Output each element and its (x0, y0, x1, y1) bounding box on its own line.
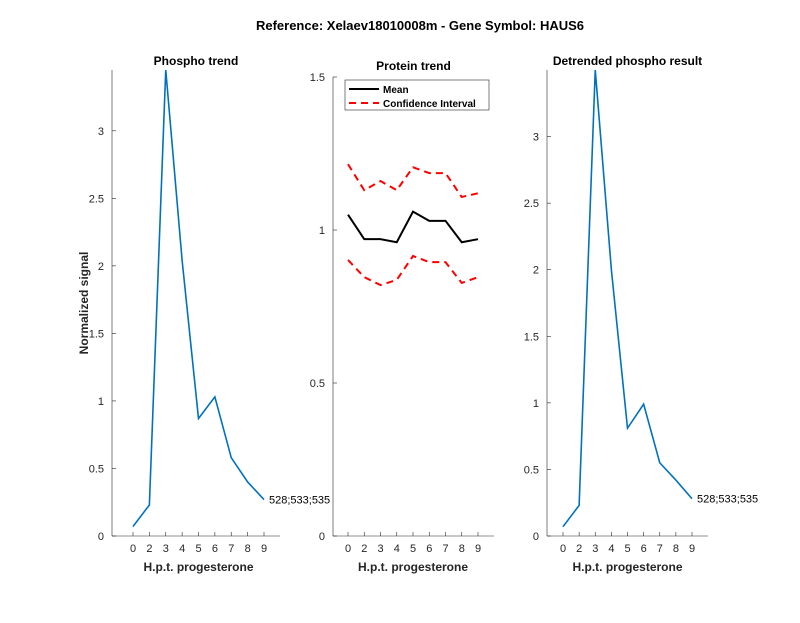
x-tick-label: 9 (689, 543, 695, 555)
series-annotation: 528;533;535 (269, 495, 330, 507)
x-axis-label: H.p.t. progesterone (143, 560, 253, 574)
series-line-1 (133, 70, 264, 527)
y-tick-label: 2.5 (89, 193, 104, 205)
y-tick-label: 0.5 (310, 378, 325, 390)
panel-title: Phospho trend (154, 54, 239, 68)
x-tick-label: 4 (394, 543, 400, 555)
y-tick-label: 0 (98, 531, 104, 543)
x-tick-label: 6 (641, 543, 647, 555)
x-tick-label: 3 (592, 543, 598, 555)
y-tick-label: 2 (533, 265, 539, 277)
x-tick-label: 0 (130, 543, 136, 555)
series-line-2 (348, 164, 478, 197)
x-tick-label: 2 (361, 543, 367, 555)
x-axis-label: H.p.t. progesterone (358, 560, 468, 574)
x-tick-label: 8 (673, 543, 679, 555)
y-tick-label: 1.5 (310, 72, 325, 84)
series-line-1 (563, 70, 692, 527)
x-tick-label: 3 (377, 543, 383, 555)
legend-entry: Confidence Interval (383, 99, 476, 110)
x-tick-label: 7 (442, 543, 448, 555)
x-tick-label: 4 (608, 543, 614, 555)
x-tick-label: 5 (195, 543, 201, 555)
y-tick-label: 1 (319, 225, 325, 237)
x-tick-label: 5 (624, 543, 630, 555)
x-tick-label: 9 (261, 543, 267, 555)
x-tick-label: 3 (163, 543, 169, 555)
y-tick-label: 1.5 (524, 331, 539, 343)
x-tick-label: 8 (245, 543, 251, 555)
y-tick-label: 1 (98, 396, 104, 408)
x-tick-label: 0 (345, 543, 351, 555)
y-tick-label: 3 (98, 126, 104, 138)
x-axis-label: H.p.t. progesterone (572, 560, 682, 574)
figure-title: Reference: Xelaev18010008m - Gene Symbol… (256, 18, 584, 33)
y-tick-label: 3 (533, 132, 539, 144)
panel-title: Protein trend (376, 59, 451, 73)
x-tick-label: 6 (426, 543, 432, 555)
series-line-3 (348, 256, 478, 285)
x-tick-label: 7 (228, 543, 234, 555)
x-tick-label: 4 (179, 543, 185, 555)
x-tick-label: 8 (459, 543, 465, 555)
y-tick-label: 1 (533, 398, 539, 410)
legend-entry: Mean (383, 85, 409, 96)
x-tick-label: 6 (212, 543, 218, 555)
series-line-1 (348, 212, 478, 243)
panel-title: Detrended phospho result (553, 54, 702, 68)
x-tick-label: 9 (475, 543, 481, 555)
y-tick-label: 2.5 (524, 198, 539, 210)
y-tick-label: 0.5 (89, 463, 104, 475)
y-tick-label: 0 (319, 531, 325, 543)
y-tick-label: 2 (98, 261, 104, 273)
x-tick-label: 0 (560, 543, 566, 555)
x-tick-label: 2 (146, 543, 152, 555)
x-tick-label: 5 (410, 543, 416, 555)
y-tick-label: 0.5 (524, 464, 539, 476)
x-tick-label: 7 (657, 543, 663, 555)
series-annotation: 528;533;535 (697, 494, 758, 506)
y-tick-label: 0 (533, 531, 539, 543)
y-axis-label: Normalized signal (77, 252, 91, 355)
legend: Mean Confidence Interval (345, 80, 489, 110)
x-tick-label: 2 (576, 543, 582, 555)
